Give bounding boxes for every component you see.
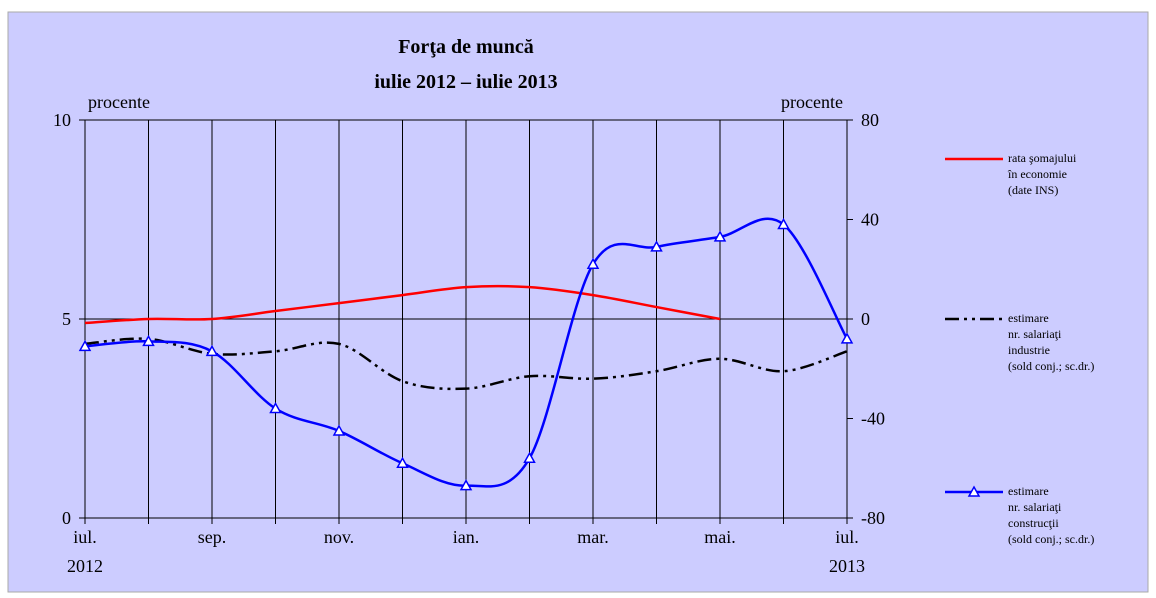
legend-marker xyxy=(967,485,981,497)
x-tick-label: mar. xyxy=(577,527,609,547)
marker xyxy=(777,217,790,230)
y2-tick-label: 40 xyxy=(861,210,879,230)
y-axis-label: procente xyxy=(88,92,150,112)
y2-tick-label: -80 xyxy=(861,508,885,528)
x-tick-label: iul. xyxy=(835,527,859,547)
x-tick-sublabel: 2012 xyxy=(67,556,103,576)
marker xyxy=(78,339,92,352)
chart-subtitle: iulie 2012 – iulie 2013 xyxy=(374,71,557,93)
y2-tick-label: 0 xyxy=(861,309,870,329)
y2-tick-label: -40 xyxy=(861,409,885,429)
marker xyxy=(650,240,663,252)
marker xyxy=(332,424,346,436)
chart-title: Forţa de muncă xyxy=(398,36,534,58)
marker xyxy=(142,334,155,347)
series-line xyxy=(84,337,848,391)
y-tick-label: 5 xyxy=(62,309,71,329)
marker xyxy=(586,257,600,270)
x-tick-sublabel: 2013 xyxy=(829,556,865,576)
marker xyxy=(713,230,727,242)
marker xyxy=(269,402,282,414)
x-tick-label: mai. xyxy=(704,527,736,547)
y2-tick-label: 80 xyxy=(861,110,879,130)
x-tick-label: iul. xyxy=(73,527,97,547)
marker xyxy=(396,456,409,469)
marker xyxy=(205,344,219,357)
x-tick-label: sep. xyxy=(198,527,227,547)
legend-label: estimare nr. salariaţi industrie (sold c… xyxy=(1008,311,1095,373)
y-tick-label: 0 xyxy=(62,508,71,528)
series-line xyxy=(84,284,721,325)
legend-label: rata şomajului în economie (date INS) xyxy=(1008,151,1077,197)
x-tick-label: nov. xyxy=(324,527,354,547)
marker xyxy=(840,332,854,344)
y2-axis-label: procente xyxy=(781,92,843,112)
x-tick-label: ian. xyxy=(453,527,480,547)
marker xyxy=(523,451,536,464)
series-line xyxy=(84,217,849,488)
legend-label: estimare nr. salariaţi construcţii (sold… xyxy=(1008,484,1095,546)
marker xyxy=(459,479,473,491)
y-tick-label: 10 xyxy=(53,110,71,130)
